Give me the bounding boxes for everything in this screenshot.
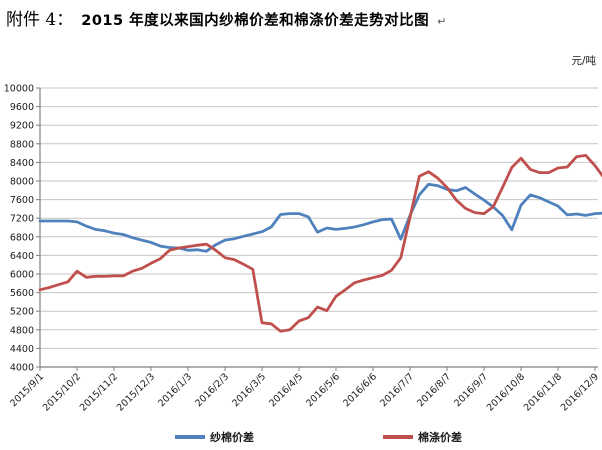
- x-tick-label: 2016/10/8: [485, 371, 527, 413]
- x-tick-label: 2015/11/2: [78, 371, 120, 413]
- x-tick-label: 2016/8/7: [415, 371, 453, 409]
- y-tick-label: 8400: [10, 158, 34, 169]
- x-tick-label: 2016/9/7: [452, 371, 490, 409]
- x-tick-label: 2016/2/3: [193, 371, 231, 409]
- title-main-text: 2015 年度以来国内纱棉价差和棉涤价差走势对比图: [81, 13, 430, 29]
- y-tick-label: 6800: [10, 232, 34, 243]
- y-tick-label: 9600: [10, 102, 34, 113]
- y-tick-label: 6400: [10, 251, 34, 262]
- chart-title: 附件 4： 2015 年度以来国内纱棉价差和棉涤价差走势对比图 ↵: [0, 0, 602, 30]
- yarn-cotton-spread-line: [38, 182, 602, 253]
- legend-label: 棉涤价差: [418, 430, 462, 444]
- y-tick-label: 4800: [10, 325, 34, 336]
- y-tick-label: 4000: [10, 363, 34, 374]
- y-tick-label: 8000: [10, 177, 34, 188]
- legend-label: 纱棉价差: [210, 430, 254, 444]
- x-tick-label: 2015/12/3: [115, 371, 157, 413]
- title-prefix: 附件 4：: [6, 10, 74, 30]
- y-tick-label: 8800: [10, 139, 34, 150]
- cotton-polyester-spread-line: [38, 154, 602, 333]
- y-tick-label: 7600: [10, 195, 34, 206]
- x-tick-label: 2016/3/5: [230, 371, 268, 409]
- price-spread-line-chart: 4000 4400 4800 5200 5600 6000 6400 6800 7200 7600…: [4, 54, 602, 444]
- unit-label: 元/吨: [571, 54, 596, 67]
- y-tick-label: 4400: [10, 344, 34, 355]
- x-tick-label: 2016/6/6: [341, 371, 379, 409]
- y-tick-label: 5600: [10, 288, 34, 299]
- y-tick-label: 7200: [10, 214, 34, 225]
- y-tick-label: 5200: [10, 307, 34, 318]
- x-tick-label: 2016/12/9: [559, 371, 601, 413]
- chart-area: 4000 4400 4800 5200 5600 6000 6400 6800 7200 7600…: [0, 50, 602, 446]
- x-tick-label: 2016/4/5: [267, 371, 305, 409]
- y-tick-label: 6000: [10, 270, 34, 281]
- x-tick-label: 2016/7/7: [378, 371, 416, 409]
- y-tick-label: 9200: [10, 121, 34, 132]
- x-tick-label: 2016/5/6: [304, 371, 342, 409]
- y-tick-label: 10000: [4, 84, 34, 95]
- paragraph-return-mark: ↵: [437, 15, 447, 28]
- x-tick-label: 2015/10/2: [41, 371, 83, 413]
- x-tick-label: 2016/11/8: [522, 371, 564, 413]
- x-tick-label: 2016/1/3: [156, 371, 194, 409]
- x-tick-label: 2015/9/1: [8, 371, 46, 409]
